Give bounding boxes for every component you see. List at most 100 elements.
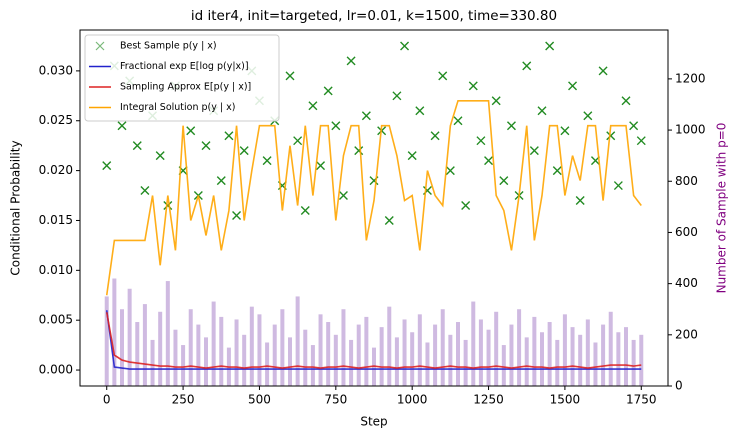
bar: [364, 316, 369, 386]
bar: [142, 304, 147, 386]
marker: [468, 81, 478, 91]
bar: [112, 278, 117, 386]
bar: [410, 332, 415, 386]
marker: [484, 156, 494, 166]
bar: [394, 337, 399, 386]
bar: [295, 296, 300, 386]
bar: [494, 311, 499, 386]
x-tick-label: 500: [248, 393, 271, 407]
bar: [486, 329, 491, 386]
bar: [562, 314, 567, 386]
marker: [262, 156, 272, 166]
marker: [568, 81, 578, 91]
bar: [639, 334, 644, 386]
x-axis-label: Step: [360, 415, 387, 429]
bar: [234, 319, 239, 386]
marker: [186, 126, 196, 136]
x-tick-label: 750: [324, 393, 347, 407]
marker: [132, 141, 142, 151]
bar: [555, 339, 560, 386]
x-tick-label: 0: [103, 393, 111, 407]
marker: [453, 116, 463, 126]
marker: [117, 121, 127, 131]
marker: [316, 161, 326, 171]
bar: [188, 309, 193, 386]
marker: [140, 186, 150, 196]
marker: [308, 101, 318, 111]
y2-tick-label: 400: [675, 276, 698, 290]
marker: [163, 201, 173, 211]
bar: [540, 332, 544, 386]
marker: [613, 181, 623, 191]
bar: [310, 345, 315, 386]
bar: [158, 311, 163, 386]
bar: [517, 309, 522, 386]
y2-axis-label: Number of Sample with p=0: [715, 123, 729, 294]
bar: [448, 334, 453, 386]
legend-swatch: [95, 41, 105, 51]
y-tick-label: 0.025: [39, 113, 73, 127]
bar: [303, 329, 308, 386]
marker: [346, 56, 356, 66]
bar: [578, 334, 583, 386]
bar: [249, 306, 254, 386]
bar: [417, 314, 422, 386]
bar: [356, 324, 361, 386]
bar: [165, 281, 170, 386]
bar: [387, 306, 392, 386]
bar: [471, 301, 476, 386]
marker: [285, 71, 295, 81]
marker: [392, 91, 402, 101]
bar: [593, 342, 598, 386]
bar: [120, 309, 124, 386]
bar: [280, 309, 285, 386]
y-axis-label: Conditional Probability: [9, 140, 23, 275]
marker: [575, 196, 585, 206]
bar: [433, 324, 438, 386]
marker: [636, 136, 646, 146]
bar: [379, 327, 384, 386]
y2-tick-label: 1200: [675, 71, 706, 85]
bar: [570, 327, 575, 386]
marker: [331, 121, 341, 131]
marker: [216, 176, 226, 186]
bar: [242, 334, 247, 386]
bar: [326, 322, 331, 386]
marker: [606, 131, 616, 141]
bar: [196, 324, 201, 386]
legend-label: Fractional exp E[log p(y|x)]: [120, 61, 249, 72]
marker: [384, 215, 394, 225]
marker: [560, 126, 570, 136]
marker: [155, 151, 165, 161]
marker: [506, 121, 516, 131]
y-tick-label: 0.020: [39, 163, 73, 177]
bar: [624, 327, 628, 386]
bar: [204, 337, 208, 386]
marker: [629, 121, 639, 131]
marker: [583, 111, 593, 121]
line: [105, 310, 642, 370]
bar: [173, 329, 178, 386]
legend-label: Best Sample p(y | x): [120, 41, 217, 52]
bar: [265, 342, 270, 386]
bar: [349, 339, 354, 386]
bar: [127, 288, 132, 386]
marker: [354, 146, 364, 156]
bar: [601, 324, 606, 386]
marker: [438, 71, 448, 81]
y-tick-label: 0.030: [39, 63, 73, 77]
line: [105, 312, 642, 369]
marker: [415, 106, 425, 116]
bar: [425, 342, 430, 386]
bar: [402, 319, 407, 386]
x-tick-label: 1500: [550, 393, 581, 407]
y2-tick-label: 1000: [675, 123, 706, 137]
bar: [631, 339, 636, 386]
bar: [288, 337, 292, 386]
marker: [224, 131, 234, 141]
bar: [509, 324, 514, 386]
marker: [537, 106, 547, 116]
plot-frame: [79, 29, 669, 387]
bar: [104, 296, 109, 386]
